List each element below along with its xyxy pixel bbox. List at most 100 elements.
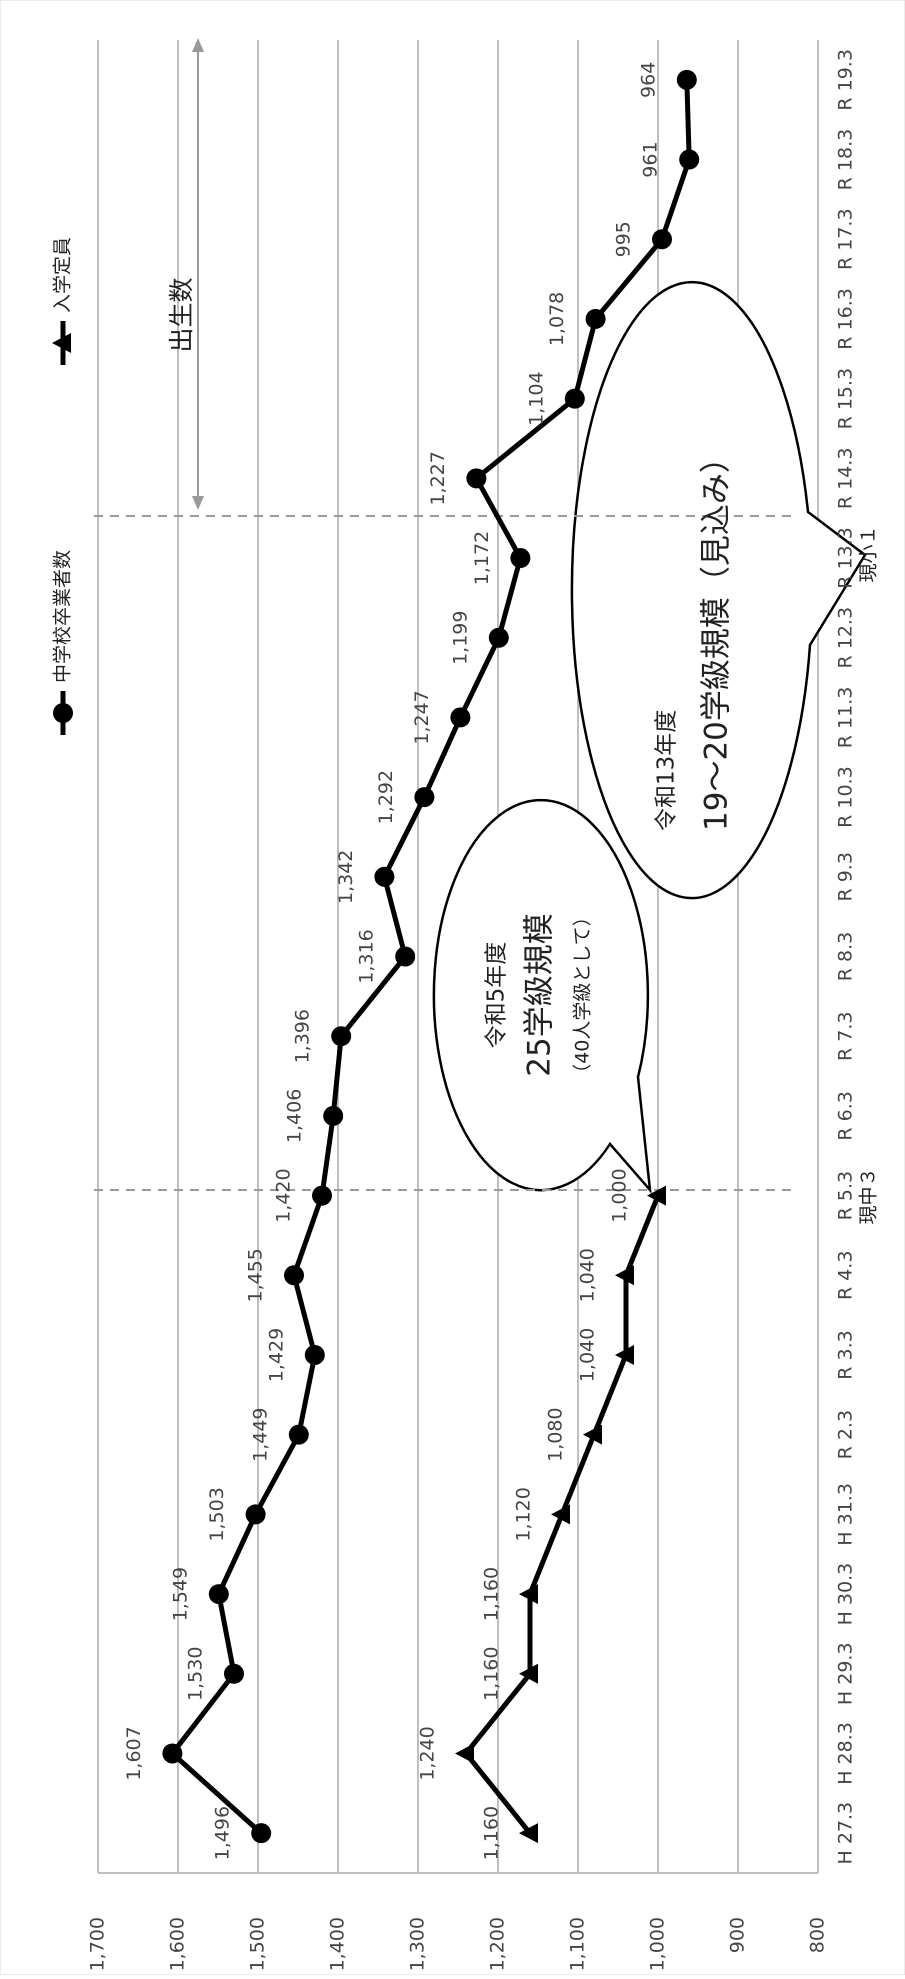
data-label: 1,496 (212, 1806, 234, 1860)
x-tick-label: R 15.3 (835, 368, 857, 430)
point (251, 1823, 272, 1844)
data-label: 1,316 (356, 929, 378, 983)
data-label: 1,160 (481, 1806, 503, 1860)
x-tick-label: R 16.3 (835, 288, 857, 350)
annotation: （40人学級として） (572, 907, 594, 1083)
point (615, 1344, 634, 1365)
callout (432, 798, 652, 1194)
data-label: 1,120 (513, 1487, 535, 1541)
point (488, 627, 509, 648)
data-label: 1,160 (481, 1567, 503, 1621)
data-label: 1,000 (609, 1168, 631, 1222)
data-label: 1,078 (546, 292, 568, 346)
annotation: 令和5年度 (484, 942, 510, 1049)
data-label: 1,396 (292, 1009, 314, 1063)
point (564, 388, 585, 409)
data-label: 1,247 (411, 690, 433, 744)
y-tick-label: 1,700 (87, 1917, 109, 1971)
data-label: 1,160 (481, 1647, 503, 1701)
data-label: 1,420 (273, 1168, 295, 1222)
annotation: 現小１ (858, 525, 880, 582)
data-label: 1,429 (265, 1328, 287, 1382)
x-tick-label: R 12.3 (835, 607, 857, 669)
rotated-plot: 800 900 1,000 1,100 1,200 1,300 1,400 1,500 1,60… (52, 38, 880, 1971)
data-label: 964 (637, 62, 659, 98)
legend-marker (52, 333, 71, 353)
point (323, 1105, 344, 1126)
point (284, 1265, 304, 1286)
point (304, 1344, 325, 1365)
point (466, 468, 487, 489)
legend-marker (53, 703, 73, 723)
x-tick-label: H 30.3 (835, 1563, 857, 1626)
x-tick-label: R 19.3 (835, 49, 857, 111)
point (676, 69, 697, 90)
x-tick-label: R 14.3 (835, 448, 857, 510)
data-label: 1,530 (185, 1647, 207, 1701)
callout (570, 280, 867, 900)
y-tick-label: 1,300 (407, 1917, 429, 1971)
x-tick-label: H 29.3 (835, 1642, 857, 1705)
data-label: 1,104 (525, 371, 547, 425)
point (395, 946, 416, 967)
annotation: 令和13年度 (654, 710, 680, 831)
point (583, 1424, 602, 1445)
point (331, 1026, 352, 1047)
point (312, 1185, 332, 1206)
point (510, 548, 531, 569)
y-tick-label: 900 (727, 1917, 749, 1953)
point (224, 1663, 244, 1684)
data-label: 995 (613, 221, 635, 257)
data-label: 1,240 (417, 1726, 439, 1780)
x-tick-label: H 27.3 (835, 1802, 857, 1865)
annotation: 25学級規模 (522, 913, 558, 1076)
y-tick-label: 800 (807, 1917, 829, 1953)
x-tick-label: R 10.3 (835, 766, 857, 828)
point (519, 1663, 538, 1684)
data-label: 1,342 (335, 850, 357, 904)
point (647, 1185, 666, 1206)
x-tick-label: R 4.3 (835, 1251, 857, 1300)
x-tick-label: R 6.3 (835, 1091, 857, 1140)
point (414, 787, 435, 808)
point (652, 229, 672, 250)
x-tick-label: R 8.3 (835, 932, 857, 981)
x-tick-label: R 5.3 (835, 1171, 857, 1220)
x-tick-label: R 13.3 (835, 527, 857, 589)
data-label: 1,080 (545, 1407, 567, 1461)
x-tick-label: H 31.3 (835, 1483, 857, 1546)
x-tick-label: R 17.3 (835, 208, 857, 270)
y-tick-label: 1,400 (327, 1917, 349, 1971)
data-label: 1,227 (427, 451, 449, 505)
x-tick-label: R 9.3 (835, 852, 857, 901)
annotation: 19〜20学級規模（見込み） (699, 442, 735, 831)
data-label: 1,607 (123, 1726, 145, 1780)
x-tick-label: R 7.3 (835, 1011, 857, 1060)
point (450, 707, 471, 728)
point (585, 308, 606, 329)
point (519, 1823, 538, 1844)
point (679, 149, 700, 170)
point (245, 1504, 266, 1525)
point (455, 1743, 474, 1764)
point (615, 1265, 634, 1286)
x-tick-label: H 28.3 (835, 1722, 857, 1785)
data-label: 961 (640, 141, 662, 177)
y-tick-label: 1,600 (167, 1917, 189, 1971)
y-tick-label: 1,500 (247, 1917, 269, 1971)
data-label: 1,449 (249, 1407, 271, 1461)
y-tick-label: 1,200 (487, 1917, 509, 1971)
point (519, 1584, 538, 1605)
y-tick-label: 1,100 (567, 1917, 589, 1971)
data-label: 1,199 (449, 611, 471, 665)
data-label: 1,406 (284, 1089, 306, 1143)
x-tick-label: R 11.3 (835, 687, 857, 749)
point (374, 866, 395, 887)
point (288, 1424, 309, 1445)
x-tick-label: R 18.3 (835, 129, 857, 191)
point (208, 1584, 229, 1605)
data-label: 1,172 (471, 531, 493, 585)
data-label: 1,040 (577, 1328, 599, 1382)
y-tick-label: 1,000 (647, 1917, 669, 1971)
